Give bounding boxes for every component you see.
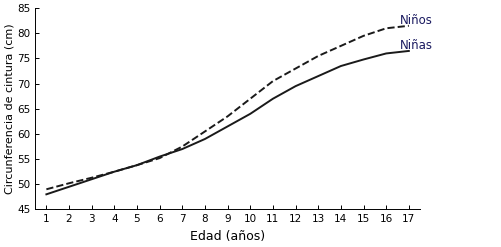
X-axis label: Edad (años): Edad (años) — [190, 230, 265, 243]
Text: Niñas: Niñas — [399, 40, 432, 52]
Text: Niños: Niños — [399, 14, 432, 27]
Y-axis label: Circunferencia de cintura (cm): Circunferencia de cintura (cm) — [4, 23, 14, 194]
